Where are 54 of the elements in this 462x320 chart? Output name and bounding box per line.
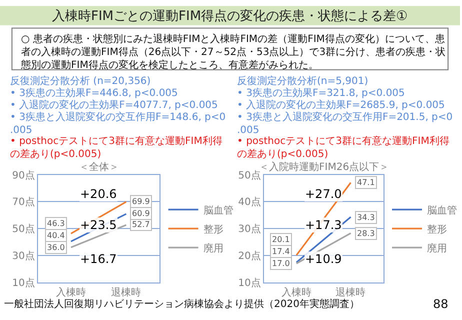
legend-label: 廃用 — [203, 242, 224, 254]
y-tick-label: 30点 — [12, 250, 35, 262]
x-tick-label: 退棟時 — [336, 286, 366, 298]
text: • 3疾患と入退院変化の交互作用F=201.5, p<0.005 — [237, 111, 453, 136]
data-label: 17.4 — [272, 247, 290, 256]
data-label: 17.0 — [272, 259, 290, 268]
text: 一般社団法人回復期リハビリテーション病棟協会より提供（2020年実態調査） — [4, 298, 360, 310]
annotation: +23.5 — [80, 218, 117, 232]
data-label: 28.3 — [357, 229, 375, 238]
legend-label: 脳血管 — [427, 204, 457, 216]
y-tick-label: 20点 — [238, 250, 261, 262]
data-label: 34.3 — [357, 213, 375, 222]
y-tick-label: 40点 — [238, 196, 261, 208]
data-label: 20.1 — [272, 235, 290, 244]
y-tick-label: 70点 — [12, 196, 35, 208]
text: • 入退院の変化の主効果F=4077.7, p<0.005 — [10, 99, 218, 111]
x-tick-label: 退棟時 — [111, 286, 142, 298]
data-label: 69.9 — [132, 197, 150, 206]
y-tick-label: 90点 — [12, 169, 35, 182]
annotation: +10.9 — [305, 252, 342, 266]
y-tick-label: 50点 — [238, 169, 261, 182]
annotation: +27.0 — [305, 187, 342, 201]
legend-label: 脳血管 — [203, 204, 234, 216]
text: • 3疾患の主効果F=446.8, p<0.005 — [10, 87, 178, 99]
text: 反復測定分散分析 (n=20,356) — [10, 75, 151, 87]
text: 入棟時FIMごとの運動FIM得点の変化の疾患・状態による差① — [52, 8, 408, 24]
data-label: 36.0 — [47, 243, 65, 252]
data-label: 46.3 — [47, 219, 65, 228]
text: • posthocテストにて3群に有意な運動FIM利得の差あり(p<0.005) — [237, 135, 450, 160]
data-label: 40.4 — [47, 231, 65, 240]
text: • 3疾患と入退院変化の交互作用F=148.6, p<0.005 — [10, 111, 226, 136]
text: • posthocテストにて3群に有意な運動FIM利得の差あり(p<0.005) — [10, 135, 222, 160]
text: • 入退院の変化の主効果F=2685.9, p<0.005 — [237, 99, 445, 111]
chart-title: ＜全体＞ — [79, 161, 119, 173]
data-label: 47.1 — [357, 178, 375, 187]
legend-label: 整形 — [427, 223, 447, 236]
data-label: 60.9 — [132, 209, 150, 218]
y-tick-label: 10点 — [12, 276, 35, 289]
data-label: 52.7 — [132, 220, 150, 229]
annotation: +16.7 — [80, 252, 117, 266]
legend-label: 整形 — [203, 223, 224, 236]
y-tick-label: 10点 — [238, 276, 261, 289]
chart-title: ＜入院時運動FIM26点以下＞ — [259, 161, 390, 173]
y-tick-label: 30点 — [238, 223, 261, 236]
text: • 3疾患の主効果F=321.8, p<0.005 — [237, 87, 405, 99]
y-tick-label: 50点 — [12, 223, 35, 236]
legend-label: 廃用 — [427, 242, 447, 254]
annotation: +17.3 — [305, 218, 342, 232]
text: ○ 患者の疾患・状態別にみた退棟時FIMと入棟時FIMの差（運動FIM得点の変化）について、患者の入棟時の運動FIM得点（26点以下・27～52点・53点以上）で3群に分け、患者の疾患・状態別の運動FIM得点の変化を検定したところ、有意差がみられた。 — [20, 33, 446, 71]
x-tick-label: 入棟時 — [281, 286, 312, 298]
x-tick-label: 入棟時 — [56, 286, 86, 298]
text: 反復測定分散分析(n=5,901) — [237, 75, 368, 87]
annotation: +20.6 — [80, 187, 117, 201]
text: 88 — [433, 297, 448, 311]
